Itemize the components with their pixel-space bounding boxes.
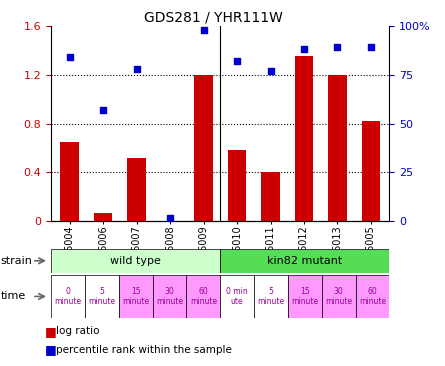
Bar — [61, 142, 79, 221]
Text: 15
minute: 15 minute — [122, 287, 149, 306]
Text: 30
minute: 30 minute — [156, 287, 183, 306]
Text: strain: strain — [1, 256, 33, 266]
Bar — [254, 274, 288, 318]
Text: ■: ■ — [44, 343, 56, 356]
Bar — [51, 249, 220, 273]
Text: 60
minute: 60 minute — [359, 287, 386, 306]
Point — [100, 107, 107, 113]
Text: log ratio: log ratio — [56, 326, 99, 336]
Text: time: time — [1, 291, 26, 302]
Bar — [94, 213, 112, 221]
Bar — [220, 249, 389, 273]
Bar — [127, 158, 146, 221]
Point — [66, 54, 73, 60]
Bar — [153, 274, 186, 318]
Text: 5
minute: 5 minute — [258, 287, 284, 306]
Point — [368, 44, 375, 50]
Text: kin82 mutant: kin82 mutant — [267, 256, 343, 266]
Point — [334, 44, 341, 50]
Text: 5
minute: 5 minute — [89, 287, 115, 306]
Bar — [288, 274, 322, 318]
Text: 0 min
ute: 0 min ute — [227, 287, 248, 306]
Bar — [119, 274, 153, 318]
Bar — [186, 274, 220, 318]
Point — [234, 58, 241, 64]
Bar — [220, 274, 254, 318]
Point — [267, 68, 274, 74]
Bar — [261, 172, 280, 221]
Point — [166, 214, 174, 220]
Bar — [194, 75, 213, 221]
Text: GDS281 / YHR111W: GDS281 / YHR111W — [144, 10, 283, 24]
Bar — [85, 274, 119, 318]
Point — [133, 66, 140, 72]
Bar — [356, 274, 389, 318]
Point — [200, 27, 207, 33]
Text: wild type: wild type — [110, 256, 161, 266]
Bar — [51, 274, 85, 318]
Text: 60
minute: 60 minute — [190, 287, 217, 306]
Bar — [328, 75, 347, 221]
Text: percentile rank within the sample: percentile rank within the sample — [56, 344, 231, 355]
Bar — [322, 274, 356, 318]
Text: 0
minute: 0 minute — [55, 287, 81, 306]
Point — [300, 46, 307, 52]
Bar — [362, 121, 380, 221]
Bar — [295, 56, 313, 221]
Text: ■: ■ — [44, 325, 56, 338]
Bar — [228, 150, 246, 221]
Text: 15
minute: 15 minute — [291, 287, 318, 306]
Text: 30
minute: 30 minute — [325, 287, 352, 306]
